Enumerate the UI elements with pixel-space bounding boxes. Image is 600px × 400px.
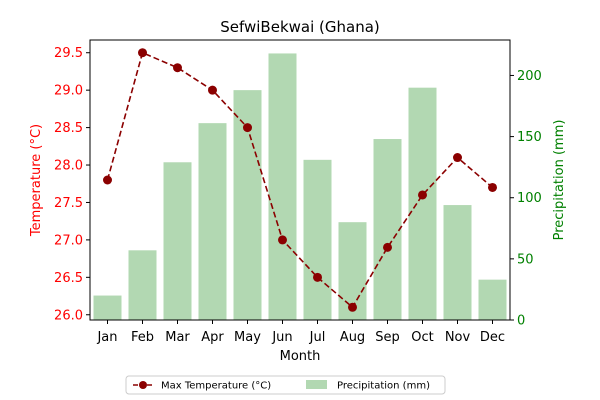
chart-title: SefwiBekwai (Ghana) [220, 18, 380, 36]
temperature-point-feb [138, 48, 147, 58]
x-tick-label: Feb [131, 330, 154, 345]
y-left-tick-label: 29.5 [54, 46, 83, 61]
y-left-tick-label: 26.0 [54, 308, 83, 323]
x-axis-label: Month [280, 349, 321, 364]
precipitation-bar-jul [303, 159, 332, 320]
precipitation-bar-dec [478, 279, 507, 320]
y-right-tick-label: 50 [517, 252, 534, 267]
x-tick-label: Jan [96, 330, 117, 345]
y-axis-right-label: Precipitation (mm) [552, 120, 567, 241]
temperature-point-nov [453, 153, 462, 163]
y-right-tick-label: 200 [517, 69, 542, 84]
temperature-point-aug [348, 302, 357, 312]
x-tick-label: Sep [375, 330, 400, 345]
precipitation-bar-feb [128, 250, 157, 320]
y-left-tick-label: 27.0 [54, 233, 83, 248]
precipitation-bar-mar [163, 162, 192, 320]
temperature-point-mar [173, 63, 182, 73]
x-tick-label: Dec [480, 330, 505, 345]
x-axis: Jan Feb Mar Apr May Jun Jul Aug Sep Oct Nov Dec [96, 320, 505, 345]
precipitation-bar-apr [198, 123, 227, 320]
y-axis-right: 0 50 100 150 200 [510, 69, 542, 329]
y-left-tick-label: 26.5 [54, 271, 83, 286]
precipitation-bar-sep [373, 139, 402, 320]
y-axis-left: 26.0 26.5 27.0 27.5 28.0 28.5 29.0 29.5 [54, 46, 90, 323]
legend-precipitation-swatch [306, 380, 327, 389]
plot-frame [89, 39, 511, 321]
temperature-point-jan [103, 175, 112, 185]
y-right-tick-label: 0 [517, 314, 525, 329]
precipitation-bar-jan [93, 295, 122, 320]
y-right-tick-label: 150 [517, 130, 542, 145]
y-left-tick-label: 27.5 [54, 196, 83, 211]
x-tick-label: Nov [445, 330, 471, 345]
legend-frame [125, 375, 446, 395]
precipitation-bars [93, 53, 507, 321]
y-right-tick-label: 100 [517, 191, 542, 206]
legend: Max Temperature (°C) Precipitation (mm) [125, 375, 446, 395]
temperature-point-dec [488, 182, 497, 192]
temperature-point-oct [418, 190, 427, 200]
x-tick-label: Aug [340, 330, 365, 345]
x-tick-label: Jun [271, 330, 292, 345]
temperature-point-may [243, 123, 252, 133]
temperature-point-jun [278, 235, 287, 245]
legend-temperature-marker [139, 381, 147, 389]
precipitation-bar-oct [408, 87, 437, 320]
legend-temperature-label: Max Temperature (°C) [161, 381, 271, 392]
precipitation-bar-jun [268, 53, 297, 321]
y-left-tick-label: 28.5 [54, 121, 83, 136]
y-left-tick-label: 29.0 [54, 84, 83, 99]
legend-precipitation-label: Precipitation (mm) [337, 381, 430, 392]
temperature-point-apr [208, 85, 217, 95]
y-axis-left-label: Temperature (°C) [29, 124, 44, 237]
precipitation-bar-nov [443, 205, 472, 320]
x-tick-label: Jul [309, 330, 326, 345]
temperature-point-jul [313, 272, 322, 282]
x-tick-label: Oct [411, 330, 433, 345]
y-left-tick-label: 28.0 [54, 159, 83, 174]
x-tick-label: Mar [165, 330, 190, 345]
temperature-point-sep [383, 242, 392, 252]
x-tick-label: May [234, 330, 261, 345]
x-tick-label: Apr [201, 330, 224, 345]
temperature-line [103, 48, 497, 312]
temperature-series-line [106, 51, 494, 309]
